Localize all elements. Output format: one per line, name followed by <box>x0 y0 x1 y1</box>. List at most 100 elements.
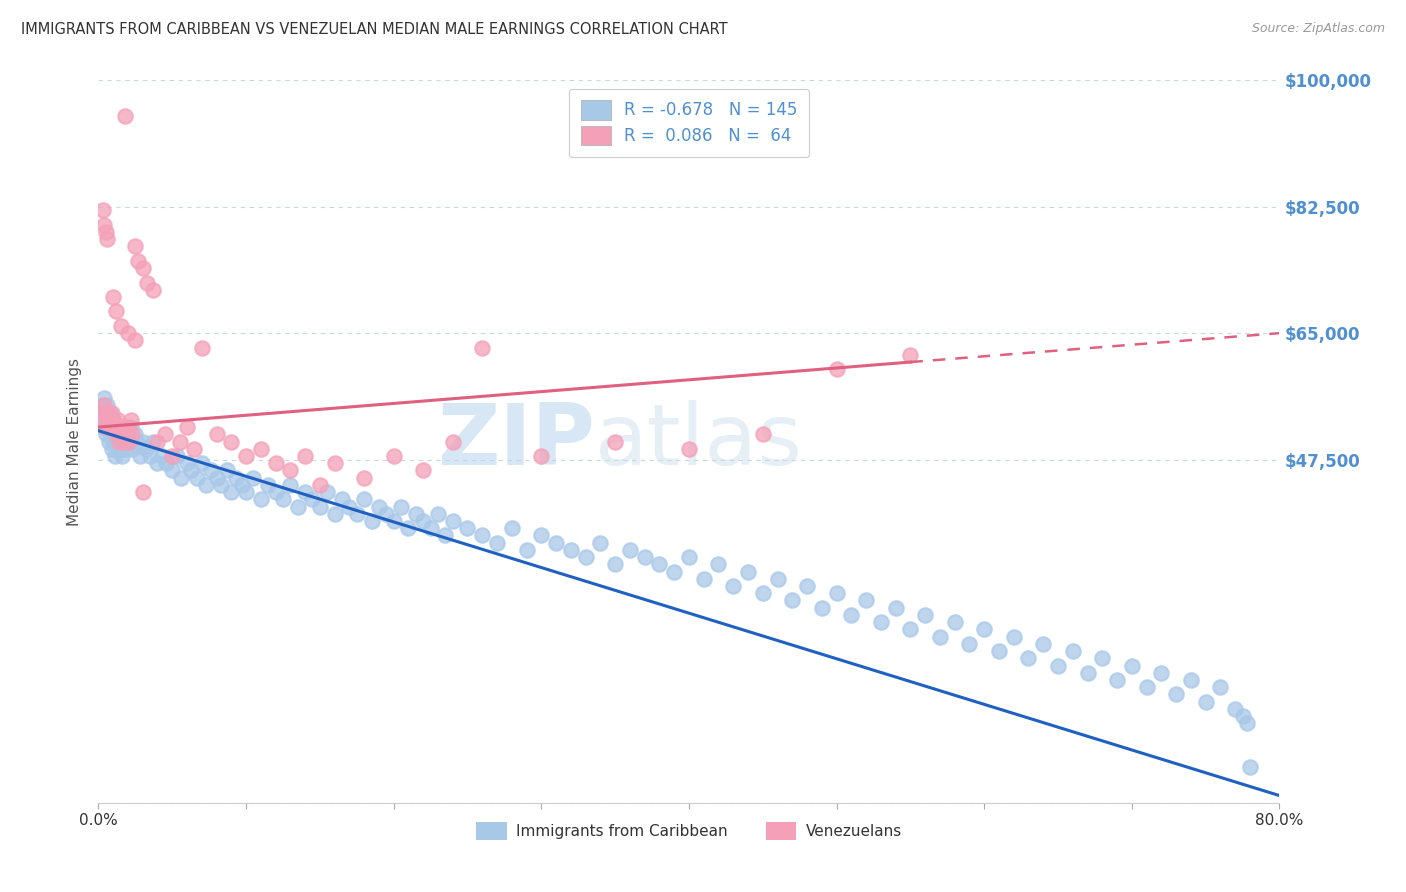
Point <box>110 420 132 434</box>
Point <box>124 334 146 348</box>
Point <box>121 442 143 456</box>
Point <box>93 218 115 232</box>
Point <box>139 449 162 463</box>
Point <box>427 507 450 521</box>
Point <box>93 391 115 405</box>
Point <box>257 478 280 492</box>
Point <box>271 492 294 507</box>
Point <box>560 542 582 557</box>
Point <box>162 463 183 477</box>
Point <box>294 449 316 463</box>
Point <box>200 463 222 477</box>
Point <box>118 434 141 449</box>
Point <box>91 203 114 218</box>
Point <box>169 434 191 449</box>
Point <box>434 528 457 542</box>
Point <box>110 442 132 456</box>
Point <box>412 463 434 477</box>
Point <box>104 427 127 442</box>
Point <box>389 500 412 514</box>
Point <box>91 420 114 434</box>
Point <box>516 542 538 557</box>
Point <box>264 456 287 470</box>
Point <box>115 427 138 442</box>
Point <box>959 637 981 651</box>
Point <box>146 434 169 449</box>
Point <box>723 579 745 593</box>
Point <box>100 442 122 456</box>
Point <box>419 521 441 535</box>
Point <box>242 470 264 484</box>
Point <box>97 413 120 427</box>
Point <box>155 456 177 470</box>
Point <box>146 456 169 470</box>
Point <box>150 449 173 463</box>
Point <box>136 276 159 290</box>
Point <box>264 485 287 500</box>
Point <box>105 304 128 318</box>
Point <box>605 558 627 572</box>
Point <box>110 420 132 434</box>
Point <box>441 514 464 528</box>
Point <box>737 565 759 579</box>
Point <box>186 470 208 484</box>
Point <box>330 492 353 507</box>
Point <box>382 514 405 528</box>
Point <box>117 420 139 434</box>
Point <box>1195 695 1218 709</box>
Point <box>841 607 863 622</box>
Point <box>117 326 139 340</box>
Point <box>98 420 121 434</box>
Point <box>1046 658 1070 673</box>
Point <box>100 406 122 420</box>
Point <box>929 630 952 644</box>
Point <box>118 434 141 449</box>
Point <box>125 434 148 449</box>
Point <box>589 535 612 549</box>
Point <box>215 463 238 477</box>
Point <box>870 615 893 630</box>
Point <box>368 500 391 514</box>
Point <box>111 427 134 442</box>
Point <box>94 420 117 434</box>
Point <box>1225 702 1247 716</box>
Point <box>176 420 198 434</box>
Point <box>825 586 848 600</box>
Legend: Immigrants from Caribbean, Venezuelans: Immigrants from Caribbean, Venezuelans <box>470 816 908 846</box>
Point <box>678 550 700 565</box>
Point <box>405 507 427 521</box>
Text: IMMIGRANTS FROM CARIBBEAN VS VENEZUELAN MEDIAN MALE EARNINGS CORRELATION CHART: IMMIGRANTS FROM CARIBBEAN VS VENEZUELAN … <box>21 22 728 37</box>
Point <box>664 565 686 579</box>
Point <box>96 406 118 420</box>
Point <box>412 514 434 528</box>
Point <box>398 521 420 535</box>
Point <box>135 442 157 456</box>
Point <box>825 362 848 376</box>
Point <box>471 341 494 355</box>
Point <box>301 492 323 507</box>
Point <box>94 406 117 420</box>
Point <box>121 427 143 442</box>
Point <box>110 318 132 333</box>
Point <box>97 413 120 427</box>
Point <box>205 427 228 442</box>
Point <box>810 600 832 615</box>
Point <box>96 420 118 434</box>
Point <box>486 535 509 549</box>
Point <box>93 398 115 412</box>
Y-axis label: Median Male Earnings: Median Male Earnings <box>67 358 83 525</box>
Point <box>107 413 129 427</box>
Point <box>142 283 165 297</box>
Point <box>96 232 118 246</box>
Point <box>501 521 523 535</box>
Point <box>115 442 138 456</box>
Point <box>153 427 176 442</box>
Point <box>1150 665 1173 680</box>
Point <box>124 427 146 442</box>
Point <box>1107 673 1129 687</box>
Point <box>142 434 165 449</box>
Point <box>634 550 657 565</box>
Point <box>323 456 346 470</box>
Text: Source: ZipAtlas.com: Source: ZipAtlas.com <box>1251 22 1385 36</box>
Point <box>1077 665 1099 680</box>
